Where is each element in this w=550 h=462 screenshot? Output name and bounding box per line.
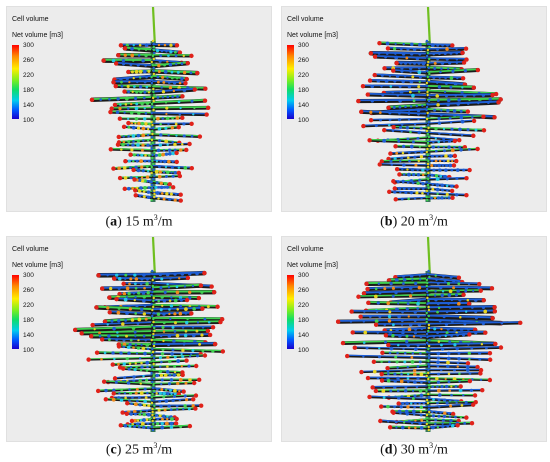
tick-label: 300 (23, 272, 34, 279)
colorbar-ticks: 300 260 220 180 140 100 (23, 272, 53, 354)
tick-label: 220 (23, 302, 34, 309)
caption-letter: a (110, 214, 118, 230)
caption-exponent: 3 (429, 441, 434, 450)
caption-exponent: 3 (153, 213, 158, 222)
tick-label: 100 (298, 347, 309, 354)
tick-label: 260 (23, 287, 34, 294)
tick-label: 220 (23, 72, 34, 79)
tick-label: 260 (23, 57, 34, 64)
network-visualization-b (356, 7, 503, 202)
panel-d: Cell volume Net volume [m3] 300 260 220 … (281, 236, 547, 442)
legend-subtitle: Net volume [m3] (12, 32, 63, 39)
tick-label: 260 (298, 287, 309, 294)
colorbar-ticks: 300 260 220 180 140 100 (23, 42, 53, 124)
tick-label: 140 (23, 332, 34, 339)
colorbar (287, 45, 294, 119)
legend-subtitle: Net volume [m3] (287, 262, 338, 269)
tick-label: 300 (298, 272, 309, 279)
colorbar (12, 45, 19, 119)
tick-label: 300 (298, 42, 309, 49)
caption-letter: d (384, 442, 393, 458)
tick-label: 100 (23, 347, 34, 354)
caption-value: 15 m (125, 214, 154, 230)
caption-letter: b (384, 214, 393, 230)
tick-label: 180 (298, 317, 309, 324)
caption-exponent: 3 (153, 441, 158, 450)
caption-unit: /m (157, 442, 173, 458)
tick-label: 100 (298, 117, 309, 124)
legend-title: Cell volume (12, 246, 49, 253)
legend-title: Cell volume (12, 16, 49, 23)
tick-label: 220 (298, 72, 309, 79)
caption-exponent: 3 (429, 213, 434, 222)
caption-value: 20 m (400, 214, 430, 230)
caption-value: 25 m (124, 442, 154, 458)
caption-d: (d) 30 m3/m (380, 441, 448, 458)
colorbar (287, 275, 294, 349)
legend-subtitle: Net volume [m3] (287, 32, 338, 39)
network-visualization-d (335, 237, 523, 432)
caption-unit: /m (433, 214, 448, 230)
tick-label: 100 (23, 117, 34, 124)
legend-subtitle: Net volume [m3] (12, 262, 63, 269)
caption-unit: /m (157, 214, 173, 230)
colorbar-ticks: 300 260 220 180 140 100 (298, 42, 328, 124)
tick-label: 180 (23, 317, 34, 324)
colorbar (12, 275, 19, 349)
caption-c: (c) 25 m3/m (105, 441, 173, 458)
tick-label: 140 (298, 102, 309, 109)
caption-a: (a) 15 m3/m (105, 213, 173, 230)
legend-title: Cell volume (287, 246, 324, 253)
tick-label: 140 (298, 332, 309, 339)
tick-label: 180 (23, 87, 34, 94)
tick-label: 260 (298, 57, 309, 64)
colorbar-ticks: 300 260 220 180 140 100 (298, 272, 328, 354)
caption-unit: /m (433, 442, 448, 458)
caption-value: 30 m (400, 442, 430, 458)
tick-label: 140 (23, 102, 34, 109)
panel-c: Cell volume Net volume [m3] 300 260 220 … (6, 236, 272, 442)
legend-title: Cell volume (287, 16, 324, 23)
panel-b: Cell volume Net volume [m3] 300 260 220 … (281, 6, 547, 212)
tick-label: 300 (23, 42, 34, 49)
caption-letter: c (110, 442, 117, 458)
panel-a: Cell volume Net volume [m3] 300 260 220 … (6, 6, 272, 212)
tick-label: 220 (298, 302, 309, 309)
caption-b: (b) 20 m3/m (380, 213, 448, 230)
tick-label: 180 (298, 87, 309, 94)
network-visualization-c (72, 237, 226, 432)
network-visualization-a (89, 7, 211, 203)
